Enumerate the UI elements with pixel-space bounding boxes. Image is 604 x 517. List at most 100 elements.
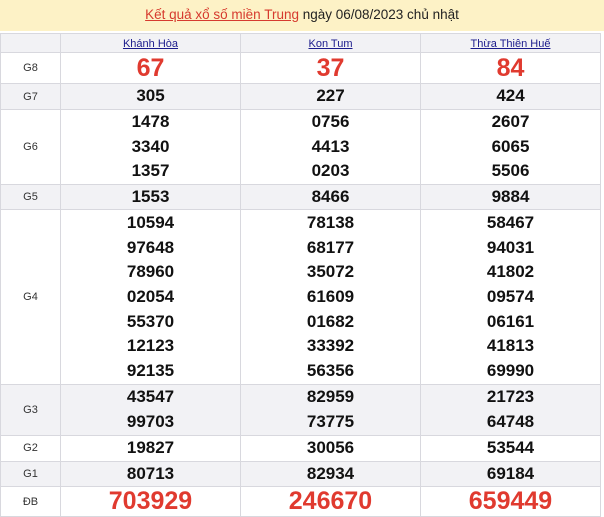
province-link[interactable]: Kon Tum xyxy=(308,38,353,50)
result-number: 227 xyxy=(316,86,345,106)
result-number: 61609 xyxy=(306,287,355,307)
result-number: 424 xyxy=(496,86,525,106)
result-number: 06161 xyxy=(486,311,535,331)
province-header: Kon Tum xyxy=(240,33,421,53)
result-cell: 0756 4413 0203 xyxy=(240,109,421,185)
result-cell: 659449 xyxy=(420,486,601,517)
result-cell: 82934 xyxy=(240,460,421,488)
result-cell: 80713 xyxy=(60,460,241,488)
result-number: 19827 xyxy=(126,437,175,457)
result-cell: 19827 xyxy=(60,434,241,462)
result-number: 94031 xyxy=(486,237,535,257)
result-number: 6065 xyxy=(491,136,530,156)
result-number: 41802 xyxy=(486,262,535,282)
result-number: 703929 xyxy=(108,487,193,516)
result-number: 55370 xyxy=(126,311,175,331)
result-number: 02054 xyxy=(126,287,175,307)
result-cell: 67 xyxy=(60,52,241,84)
result-cell: 30056 xyxy=(240,434,421,462)
result-cell: 1553 xyxy=(60,183,241,211)
result-cell: 84 xyxy=(420,52,601,84)
result-number: 4413 xyxy=(311,136,350,156)
result-number: 73775 xyxy=(306,411,355,431)
result-number: 43547 xyxy=(126,387,175,407)
prize-row: G7 305 227 424 xyxy=(0,83,601,110)
result-number: 1553 xyxy=(131,186,170,206)
result-number: 659449 xyxy=(468,487,553,516)
prize-label: G3 xyxy=(0,384,61,436)
prize-label: G4 xyxy=(0,209,61,386)
result-cell: 58467 94031 41802 09574 06161 41813 69990 xyxy=(420,209,601,386)
province-header: Khánh Hòa xyxy=(60,33,241,53)
result-number: 305 xyxy=(136,86,165,106)
result-number: 56356 xyxy=(306,360,355,380)
result-cell: 1478 3340 1357 xyxy=(60,109,241,185)
result-cell: 82959 73775 xyxy=(240,384,421,436)
result-number: 80713 xyxy=(126,463,175,483)
result-number: 246670 xyxy=(288,487,373,516)
result-number: 58467 xyxy=(486,213,535,233)
result-number: 67 xyxy=(136,53,165,82)
prize-row: G8 67 37 84 xyxy=(0,52,601,84)
result-number: 92135 xyxy=(126,360,175,380)
result-number: 33392 xyxy=(306,336,355,356)
province-link[interactable]: Thừa Thiên Huế xyxy=(470,38,551,50)
result-cell: 2607 6065 5506 xyxy=(420,109,601,185)
result-cell: 69184 xyxy=(420,460,601,488)
result-cell: 9884 xyxy=(420,183,601,211)
result-number: 82934 xyxy=(306,463,355,483)
result-number: 21723 xyxy=(486,387,535,407)
result-cell: 10594 97648 78960 02054 55370 12123 92135 xyxy=(60,209,241,386)
result-number: 35072 xyxy=(306,262,355,282)
date-text: ngày 06/08/2023 chủ nhật xyxy=(298,7,459,22)
result-cell: 78138 68177 35072 61609 01682 33392 56356 xyxy=(240,209,421,386)
result-cell: 246670 xyxy=(240,486,421,517)
result-number: 0756 xyxy=(311,112,350,131)
result-cell: 703929 xyxy=(60,486,241,517)
province-header: Thừa Thiên Huế xyxy=(420,33,601,53)
result-number: 68177 xyxy=(306,237,355,257)
result-number: 5506 xyxy=(491,161,530,181)
result-number: 69990 xyxy=(486,360,535,380)
result-number: 30056 xyxy=(306,437,355,457)
prize-row: G6 1478 3340 1357 0756 4413 0203 2607 6065 5506 xyxy=(0,109,601,185)
result-number: 12123 xyxy=(126,336,175,356)
result-number: 69184 xyxy=(486,463,535,483)
result-number: 1478 xyxy=(131,112,170,131)
result-number: 78960 xyxy=(126,262,175,282)
result-number: 99703 xyxy=(126,411,175,431)
prize-label: ĐB xyxy=(0,486,61,517)
prize-row: G5 1553 8466 9884 xyxy=(0,183,601,211)
prize-label: G6 xyxy=(0,109,61,185)
result-number: 82959 xyxy=(306,387,355,407)
result-number: 37 xyxy=(316,53,345,82)
region-link[interactable]: Kết quả xổ số miền Trung xyxy=(145,7,299,22)
result-number: 0203 xyxy=(311,161,350,181)
result-cell: 43547 99703 xyxy=(60,384,241,436)
province-link[interactable]: Khánh Hòa xyxy=(122,38,179,50)
result-number: 78138 xyxy=(306,213,355,233)
prize-row: G1 80713 82934 69184 xyxy=(0,460,601,488)
prize-label: G8 xyxy=(0,52,61,84)
corner-cell xyxy=(0,33,61,53)
results-title: Kết quả xổ số miền Trung ngày 06/08/2023… xyxy=(0,0,604,31)
result-number: 10594 xyxy=(126,213,175,233)
result-number: 09574 xyxy=(486,287,535,307)
results-table: Khánh Hòa Kon Tum Thừa Thiên Huế G8 67 37 84 G7… xyxy=(0,33,601,517)
result-number: 3340 xyxy=(131,136,170,156)
result-number: 1357 xyxy=(131,161,170,181)
result-cell: 424 xyxy=(420,83,601,110)
result-number: 53544 xyxy=(486,437,535,457)
result-cell: 227 xyxy=(240,83,421,110)
result-number: 41813 xyxy=(486,336,535,356)
result-number: 01682 xyxy=(306,311,355,331)
result-cell: 21723 64748 xyxy=(420,384,601,436)
result-number: 8466 xyxy=(311,186,350,206)
result-number: 64748 xyxy=(486,411,535,431)
result-cell: 37 xyxy=(240,52,421,84)
result-number: 9884 xyxy=(491,186,530,206)
prize-row: ĐB 703929 246670 659449 xyxy=(0,486,601,517)
result-number: 97648 xyxy=(126,237,175,257)
prize-label: G1 xyxy=(0,460,61,488)
prize-row: G2 19827 30056 53544 xyxy=(0,434,601,462)
